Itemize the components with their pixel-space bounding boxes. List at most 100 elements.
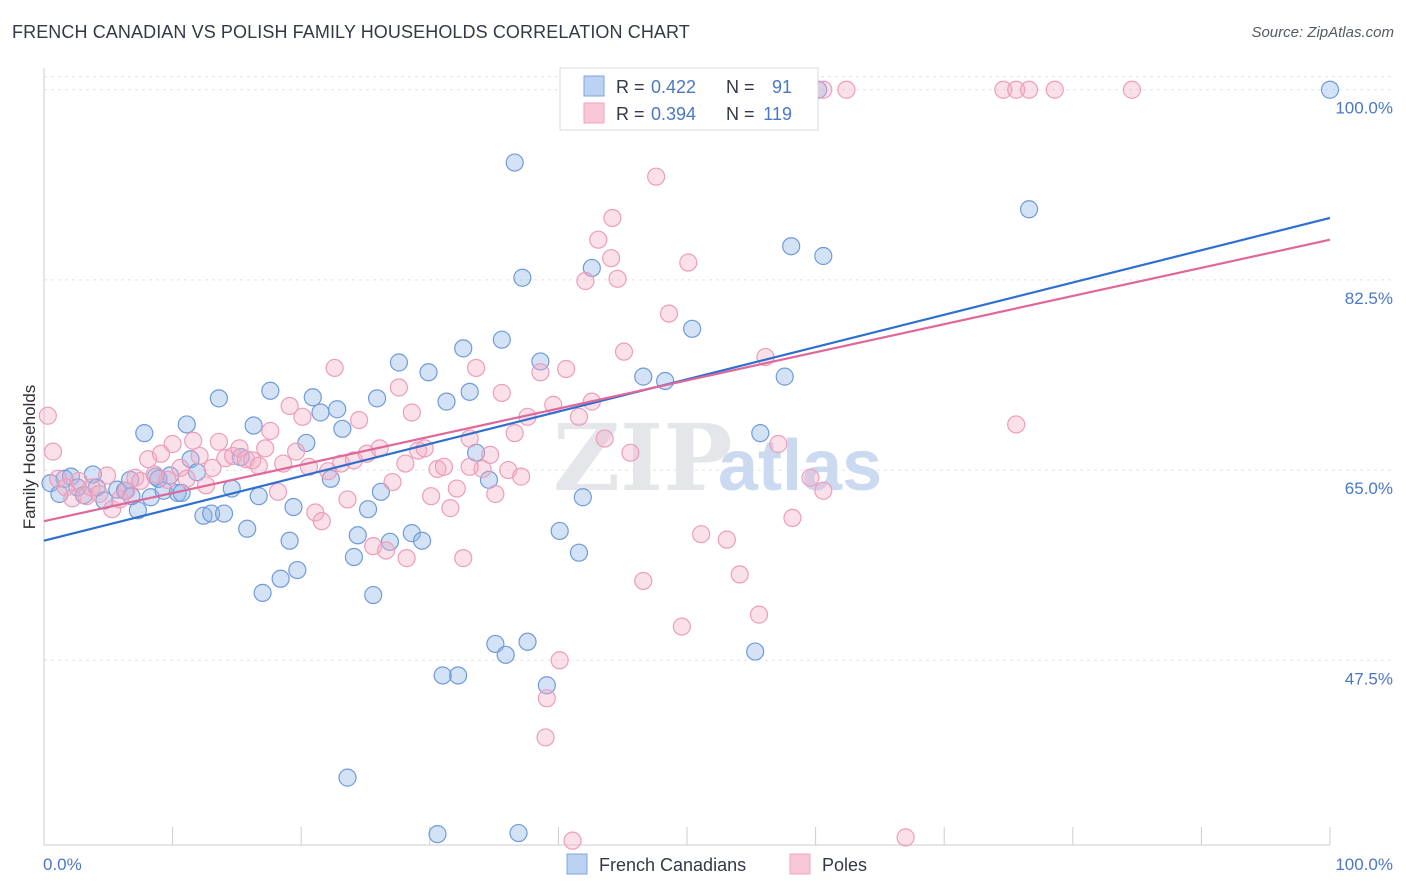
- point-french-canadian: [249, 487, 268, 506]
- x-tick-label-max: 100.0%: [1335, 855, 1393, 874]
- point-french-canadian: [531, 352, 550, 371]
- point-pole: [261, 421, 280, 441]
- point-french-canadian: [437, 392, 456, 411]
- point-pole: [634, 571, 653, 591]
- point-french-canadian: [344, 547, 364, 567]
- legend-swatch-poles: [583, 102, 605, 124]
- point-pole: [537, 689, 556, 708]
- point-pole: [421, 487, 441, 506]
- legend-n-value-2: 119: [763, 104, 792, 124]
- point-pole: [325, 358, 344, 378]
- legend-r-value-2: 0.394: [651, 104, 696, 124]
- point-french-canadian: [271, 569, 290, 588]
- point-pole: [569, 407, 589, 426]
- point-french-canadian: [209, 389, 228, 408]
- y-tick-label: 82.5%: [1345, 289, 1393, 308]
- point-french-canadian: [1019, 200, 1039, 219]
- point-french-canadian: [433, 666, 452, 685]
- point-french-canadian: [202, 504, 221, 523]
- point-pole: [454, 549, 473, 568]
- point-french-canadian: [751, 424, 770, 443]
- point-french-canadian: [746, 642, 765, 661]
- point-pole: [171, 458, 190, 478]
- watermark-zip: ZIP: [553, 404, 732, 512]
- point-pole: [117, 481, 136, 500]
- y-axis-label: Family Households: [20, 385, 39, 530]
- point-french-canadian: [573, 488, 592, 507]
- point-pole: [396, 454, 415, 473]
- point-french-canadian: [338, 768, 357, 787]
- point-pole: [447, 479, 466, 498]
- point-pole: [383, 472, 402, 492]
- point-pole: [730, 565, 749, 584]
- point-pole: [376, 541, 396, 560]
- y-tick-label: 47.5%: [1345, 669, 1393, 688]
- point-pole: [659, 304, 679, 323]
- point-pole: [256, 439, 275, 458]
- bottom-legend-swatch-poles: [789, 853, 811, 875]
- grid-lines: [44, 76, 1393, 661]
- point-pole: [466, 358, 486, 378]
- point-french-canadian: [311, 403, 330, 422]
- point-pole: [492, 383, 511, 403]
- x-tick-label-min: 0.0%: [43, 855, 82, 874]
- point-pole: [190, 446, 209, 466]
- chart-title: FRENCH CANADIAN VS POLISH FAMILY HOUSEHO…: [12, 22, 690, 42]
- point-pole: [163, 434, 182, 454]
- point-french-canadian: [775, 367, 794, 386]
- point-pole: [603, 208, 622, 228]
- point-pole: [63, 489, 82, 508]
- point-french-canadian: [782, 237, 801, 256]
- point-french-canadian: [402, 524, 421, 543]
- point-french-canadian: [333, 419, 352, 438]
- watermark: ZIP atlas: [553, 404, 882, 512]
- point-french-canadian: [348, 526, 367, 545]
- point-pole: [505, 424, 524, 443]
- legend-r-label-1: R =: [616, 77, 645, 97]
- point-pole: [837, 80, 856, 99]
- point-pole: [230, 439, 249, 458]
- point-pole: [151, 444, 171, 463]
- point-french-canadian: [448, 666, 468, 685]
- point-french-canadian: [280, 531, 299, 550]
- series-poles: [38, 80, 1142, 850]
- trend-lines: [43, 216, 1331, 542]
- y-tick-label: 100.0%: [1335, 99, 1393, 118]
- point-french-canadian: [537, 676, 556, 695]
- point-french-canadian: [419, 363, 438, 382]
- point-pole: [209, 432, 228, 451]
- point-pole: [349, 410, 369, 430]
- point-pole: [672, 617, 691, 636]
- point-french-canadian: [244, 416, 263, 435]
- point-french-canadian: [550, 521, 569, 541]
- y-tick-label: 65.0%: [1345, 479, 1393, 498]
- point-french-canadian: [569, 543, 589, 562]
- point-pole: [608, 269, 627, 288]
- point-pole: [177, 469, 196, 488]
- point-pole: [90, 484, 109, 504]
- point-pole: [38, 406, 57, 425]
- point-french-canadian: [253, 583, 272, 602]
- point-pole: [512, 467, 531, 486]
- point-pole: [814, 481, 833, 500]
- legend-n-label-1: N =: [726, 77, 755, 97]
- point-pole: [97, 466, 117, 485]
- legend-n-label-2: N =: [726, 104, 755, 124]
- point-pole: [896, 828, 915, 847]
- point-pole: [557, 359, 576, 379]
- legend-n-value-1: 91: [772, 77, 792, 97]
- point-pole: [994, 80, 1013, 99]
- point-pole: [486, 484, 505, 504]
- point-pole: [595, 429, 614, 448]
- bottom-legend-label-poles: Poles: [822, 855, 867, 875]
- point-french-canadian: [1320, 80, 1340, 99]
- point-french-canadian: [460, 382, 479, 401]
- point-pole: [1019, 80, 1039, 99]
- point-pole: [576, 271, 595, 291]
- point-french-canadian: [513, 268, 532, 287]
- point-pole: [184, 431, 203, 450]
- point-french-canadian: [284, 497, 303, 517]
- point-pole: [203, 458, 222, 478]
- point-pole: [338, 490, 357, 509]
